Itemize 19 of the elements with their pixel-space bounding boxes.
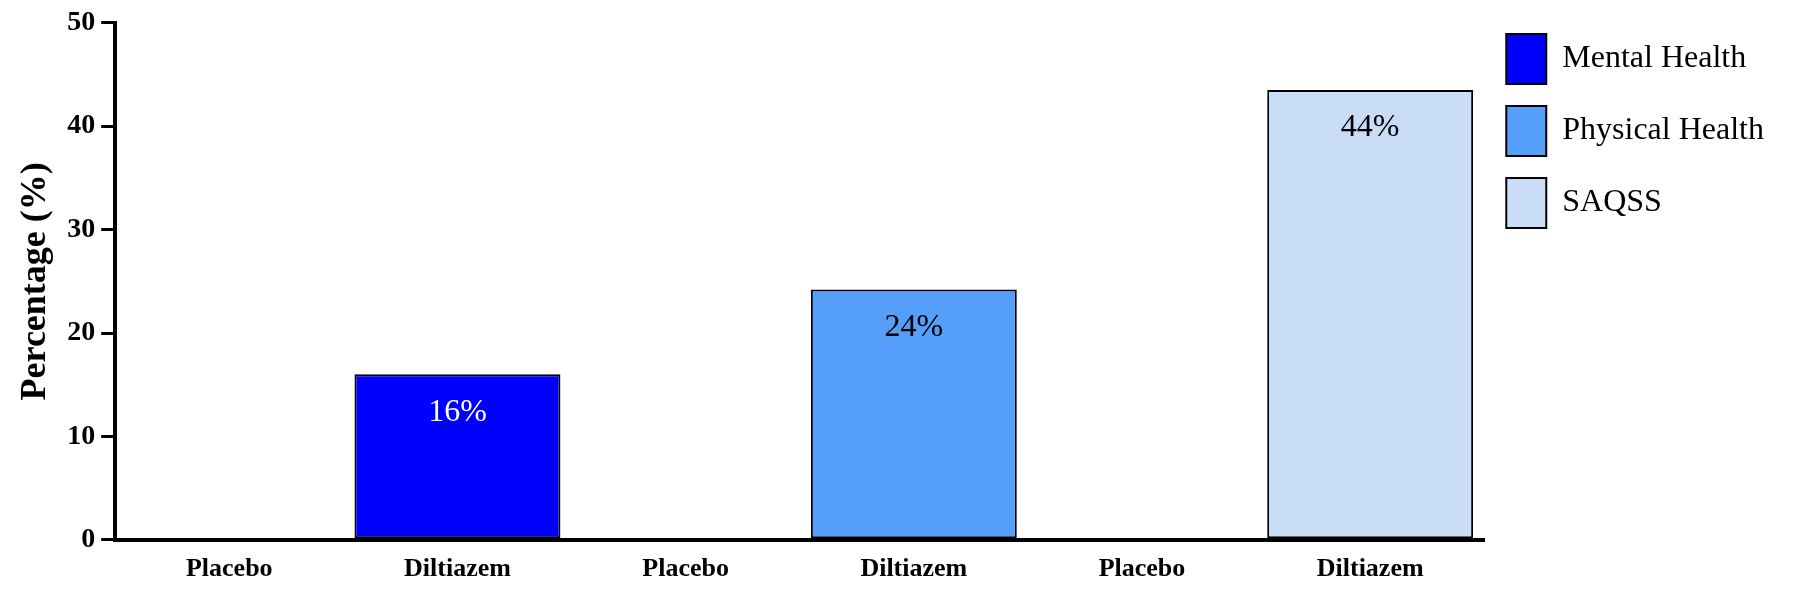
y-tick-label: 50 xyxy=(67,5,96,37)
x-tick-label: Placebo xyxy=(642,553,729,583)
legend-label: Physical Health xyxy=(1562,110,1764,147)
y-tick-label: 0 xyxy=(81,522,96,554)
y-tick-label: 30 xyxy=(67,211,96,243)
y-tick-label: 20 xyxy=(67,315,96,347)
legend-label: SAQSS xyxy=(1562,182,1662,219)
legend-label: Mental Health xyxy=(1562,38,1747,75)
x-tick-label: Placebo xyxy=(1098,553,1186,583)
x-tick-label: Diltiazem xyxy=(404,553,512,583)
x-tick-label: Diltiazem xyxy=(860,553,968,583)
y-tick-label: 40 xyxy=(67,108,96,140)
y-axis-title: Percentage (%) xyxy=(12,162,53,401)
data-label: 24% xyxy=(884,306,944,343)
x-tick-label: Placebo xyxy=(185,553,273,583)
x-tick-label: Diltiazem xyxy=(1316,553,1424,583)
data-label: 44% xyxy=(1340,107,1400,144)
y-tick-label: 10 xyxy=(67,418,96,450)
data-label: 16% xyxy=(428,391,487,428)
